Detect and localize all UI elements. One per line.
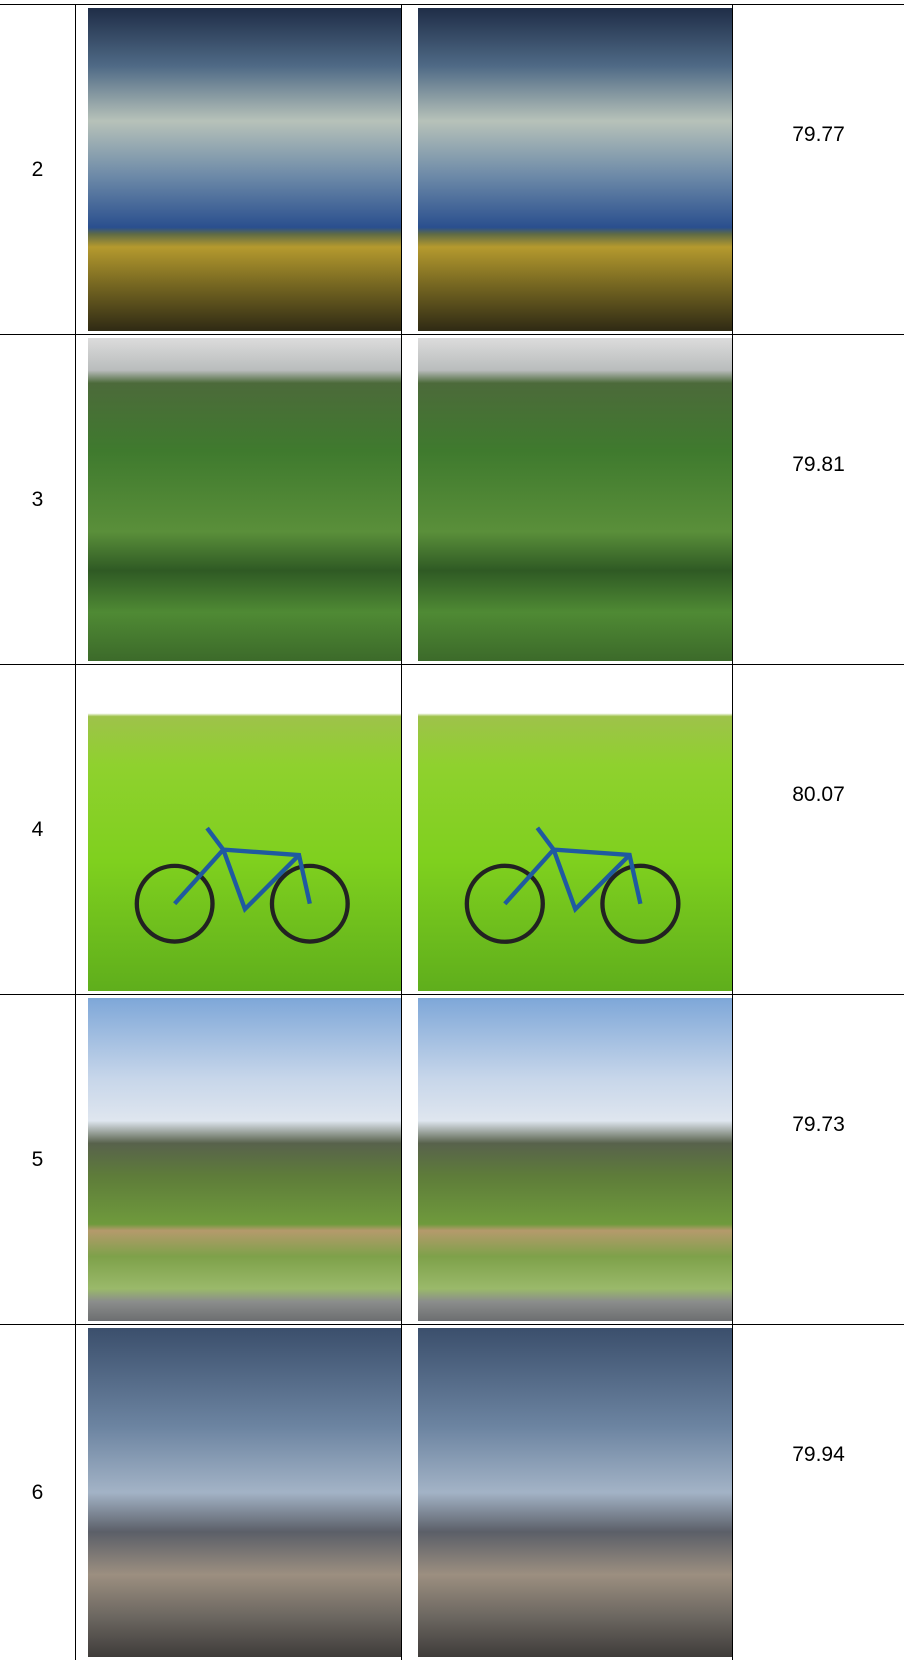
image: [418, 998, 732, 1321]
image: [88, 8, 401, 331]
index-cell: 5: [0, 995, 76, 1324]
table-row: 6 79.94: [0, 1324, 904, 1660]
page: {"table": {"rows": [["2", "79.77"], ["3"…: [0, 0, 905, 1671]
table-row: 2 79.77: [0, 4, 904, 334]
bike-icon: [126, 804, 364, 949]
index-cell: 6: [0, 1325, 76, 1660]
image: [418, 338, 732, 661]
table-row: 5 79.73: [0, 994, 904, 1324]
image: [418, 668, 732, 991]
image: [88, 668, 401, 991]
image: [88, 1328, 401, 1657]
index-cell: 2: [0, 5, 76, 334]
results-table: 2 79.77 3 79.81 4 80.07 5 79.73 6 79.94: [0, 4, 904, 1660]
image: [418, 1328, 732, 1657]
score: 80.07: [733, 783, 904, 807]
index-cell: 3: [0, 335, 76, 664]
table-row: 4 80.07: [0, 664, 904, 994]
score: 79.77: [733, 123, 904, 147]
image: [88, 998, 401, 1321]
index-cell: 4: [0, 665, 76, 994]
table-row: 3 79.81: [0, 334, 904, 664]
image: [88, 338, 401, 661]
image: [418, 8, 732, 331]
score: 79.94: [733, 1443, 904, 1467]
bike-icon: [456, 804, 695, 949]
score: 79.73: [733, 1113, 904, 1137]
score: 79.81: [733, 453, 904, 477]
